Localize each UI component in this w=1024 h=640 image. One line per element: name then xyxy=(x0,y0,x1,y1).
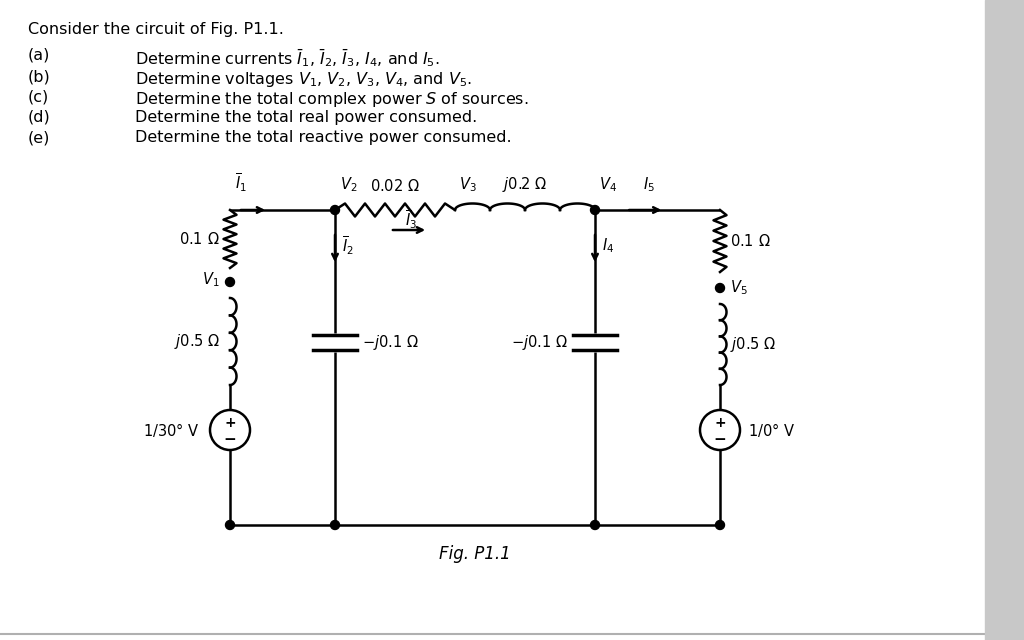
Text: Determine the total reactive power consumed.: Determine the total reactive power consu… xyxy=(135,130,512,145)
Text: (a): (a) xyxy=(28,47,50,62)
Text: $\overline{I}_3$: $\overline{I}_3$ xyxy=(406,209,417,231)
Text: $V_4$: $V_4$ xyxy=(599,175,616,194)
Text: $V_5$: $V_5$ xyxy=(730,278,748,298)
Text: $-j0.1\ \Omega$: $-j0.1\ \Omega$ xyxy=(362,333,419,352)
Circle shape xyxy=(591,520,599,529)
Circle shape xyxy=(225,520,234,529)
Circle shape xyxy=(331,205,340,214)
Text: $0.1\ \Omega$: $0.1\ \Omega$ xyxy=(179,231,220,247)
Text: $1/30°\ \mathrm{V}$: $1/30°\ \mathrm{V}$ xyxy=(143,421,200,439)
Circle shape xyxy=(331,520,340,529)
Text: $1/0°\ \mathrm{V}$: $1/0°\ \mathrm{V}$ xyxy=(748,421,796,439)
Circle shape xyxy=(716,520,725,529)
Text: (e): (e) xyxy=(28,130,50,145)
Text: +: + xyxy=(714,416,726,430)
Text: Determine currents $\bar{I}_1$, $\bar{I}_2$, $\bar{I}_3$, $I_4$, and $I_5$.: Determine currents $\bar{I}_1$, $\bar{I}… xyxy=(135,47,440,69)
Text: $\overline{I}_1$: $\overline{I}_1$ xyxy=(234,172,247,194)
Text: $j0.2\ \Omega$: $j0.2\ \Omega$ xyxy=(502,175,548,194)
Text: −: − xyxy=(714,431,726,447)
Text: $V_3$: $V_3$ xyxy=(459,175,476,194)
Text: Fig. P1.1: Fig. P1.1 xyxy=(439,545,511,563)
Text: (d): (d) xyxy=(28,110,51,125)
Text: +: + xyxy=(224,416,236,430)
Text: $j0.5\ \Omega$: $j0.5\ \Omega$ xyxy=(730,335,776,354)
Text: Determine the total complex power $S$ of sources.: Determine the total complex power $S$ of… xyxy=(135,90,528,109)
Text: $0.1\ \Omega$: $0.1\ \Omega$ xyxy=(730,233,770,249)
Circle shape xyxy=(225,278,234,287)
Circle shape xyxy=(716,284,725,292)
Text: (c): (c) xyxy=(28,90,49,105)
Circle shape xyxy=(591,205,599,214)
Text: Determine voltages $V_1$, $V_2$, $V_3$, $V_4$, and $V_5$.: Determine voltages $V_1$, $V_2$, $V_3$, … xyxy=(135,70,472,89)
Text: $I_4$: $I_4$ xyxy=(602,237,614,255)
Text: Consider the circuit of Fig. P1.1.: Consider the circuit of Fig. P1.1. xyxy=(28,22,284,37)
Text: $V_1$: $V_1$ xyxy=(203,271,220,289)
Text: $-j0.1\ \Omega$: $-j0.1\ \Omega$ xyxy=(511,333,568,352)
Text: $0.02\ \Omega$: $0.02\ \Omega$ xyxy=(370,178,420,194)
Text: $I_5$: $I_5$ xyxy=(643,175,655,194)
Text: −: − xyxy=(223,431,237,447)
Text: $j0.5\ \Omega$: $j0.5\ \Omega$ xyxy=(174,332,220,351)
Text: Determine the total real power consumed.: Determine the total real power consumed. xyxy=(135,110,477,125)
Text: $\overline{I}_2$: $\overline{I}_2$ xyxy=(342,235,354,257)
Text: $V_2$: $V_2$ xyxy=(340,175,357,194)
Bar xyxy=(985,0,1024,640)
Text: (b): (b) xyxy=(28,70,51,85)
